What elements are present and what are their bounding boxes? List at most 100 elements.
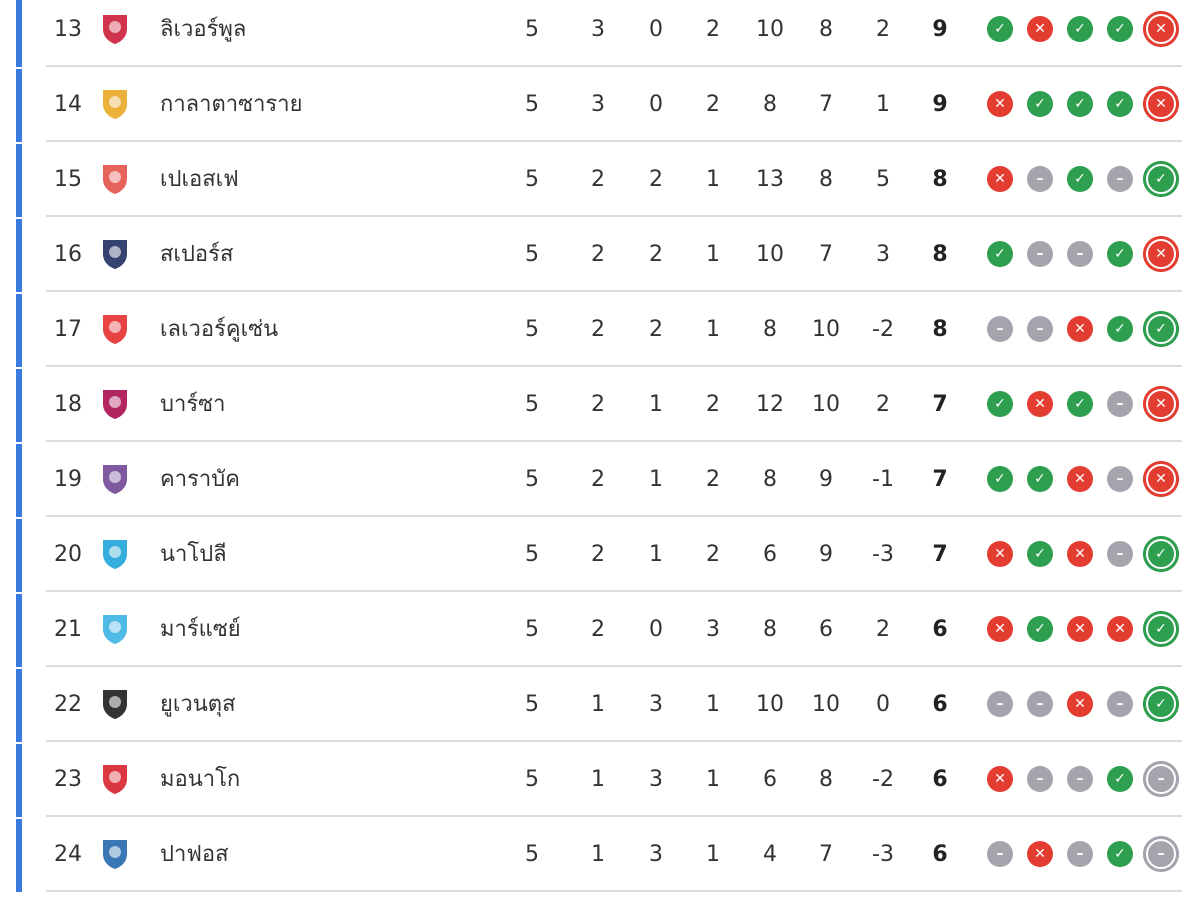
form-win-icon[interactable]: ✓ xyxy=(1067,166,1093,192)
form-loss-icon[interactable]: ✕ xyxy=(987,541,1013,567)
team-name[interactable]: ยูเวนตุส xyxy=(160,692,236,717)
table-row[interactable]: 17 เลเวอร์คูเซ่น 5 2 2 1 8 10 -2 8– – ✕ ✓ ✓ xyxy=(0,292,1200,367)
form-loss-icon[interactable]: ✕ xyxy=(1143,461,1179,497)
form-win-icon[interactable]: ✓ xyxy=(1107,766,1133,792)
form-draw-icon[interactable]: – xyxy=(1143,761,1179,797)
table-row[interactable]: 24 ปาฟอส 5 1 3 1 4 7 -3 6– ✕ – ✓ – xyxy=(0,817,1200,892)
form-loss-icon[interactable]: ✕ xyxy=(1067,541,1093,567)
form-loss-icon[interactable]: ✕ xyxy=(1067,316,1093,342)
form-draw-icon[interactable]: – xyxy=(1027,691,1053,717)
form-loss-icon[interactable]: ✕ xyxy=(1143,386,1179,422)
form-win-icon[interactable]: ✓ xyxy=(1107,841,1133,867)
form-draw-icon[interactable]: – xyxy=(1067,841,1093,867)
form-loss-icon[interactable]: ✕ xyxy=(987,616,1013,642)
table-row[interactable]: 14 กาลาตาซาราย 5 3 0 2 8 7 1 9 ✕ ✓ ✓ ✓ ✕ xyxy=(0,67,1200,142)
form-win-icon[interactable]: ✓ xyxy=(1107,16,1133,42)
stat-l: 2 xyxy=(706,92,720,117)
team-name[interactable]: เลเวอร์คูเซ่น xyxy=(160,317,279,342)
form-draw-icon[interactable]: – xyxy=(1067,241,1093,267)
rank: 24 xyxy=(54,842,82,867)
form-draw-icon[interactable]: – xyxy=(1067,766,1093,792)
form-loss-icon[interactable]: ✕ xyxy=(1107,616,1133,642)
form-win-icon[interactable]: ✓ xyxy=(987,466,1013,492)
form-win-icon[interactable]: ✓ xyxy=(1107,241,1133,267)
form-win-icon[interactable]: ✓ xyxy=(1143,611,1179,647)
form-win-icon[interactable]: ✓ xyxy=(987,391,1013,417)
form-draw-icon[interactable]: – xyxy=(1107,391,1133,417)
form-win-icon[interactable]: ✓ xyxy=(1067,91,1093,117)
form-loss-icon[interactable]: ✕ xyxy=(1067,691,1093,717)
form-draw-icon[interactable]: – xyxy=(1107,466,1133,492)
form-draw-icon[interactable]: – xyxy=(1107,166,1133,192)
form-draw-icon[interactable]: – xyxy=(1027,166,1053,192)
form-loss-icon[interactable]: ✕ xyxy=(1027,16,1053,42)
form-win-icon[interactable]: ✓ xyxy=(1143,311,1179,347)
form-loss-icon[interactable]: ✕ xyxy=(987,766,1013,792)
form-loss-icon[interactable]: ✕ xyxy=(1067,466,1093,492)
form-draw-icon[interactable]: – xyxy=(1027,241,1053,267)
form-win-icon[interactable]: ✓ xyxy=(1143,536,1179,572)
stat-d: 0 xyxy=(649,617,663,642)
form-loss-icon[interactable]: ✕ xyxy=(1027,841,1053,867)
stat-w: 2 xyxy=(591,242,605,267)
form-loss-icon[interactable]: ✕ xyxy=(1143,236,1179,272)
form-draw-icon[interactable]: – xyxy=(1107,541,1133,567)
table-row[interactable]: 15 เปเอสเฟ 5 2 2 1 13 8 5 8 ✕ – ✓ – ✓ xyxy=(0,142,1200,217)
form-win-icon[interactable]: ✓ xyxy=(1143,161,1179,197)
form-loss-icon[interactable]: ✕ xyxy=(1067,616,1093,642)
qualification-bar xyxy=(16,744,22,817)
team-name[interactable]: สเปอร์ส xyxy=(160,242,234,267)
stat-gd: -2 xyxy=(872,767,894,792)
form-loss-icon[interactable]: ✕ xyxy=(987,166,1013,192)
form-win-icon[interactable]: ✓ xyxy=(1027,616,1053,642)
form-loss-icon[interactable]: ✕ xyxy=(1143,86,1179,122)
table-row[interactable]: 23 มอนาโก 5 1 3 1 6 8 -2 6 ✕ – – ✓ – xyxy=(0,742,1200,817)
stat-gf: 4 xyxy=(763,842,777,867)
form-draw-icon[interactable]: – xyxy=(987,691,1013,717)
table-row[interactable]: 20 นาโปลี 5 2 1 2 6 9 -3 7 ✕ ✓ ✕ – ✓ xyxy=(0,517,1200,592)
table-row[interactable]: 19 คาราบัค 5 2 1 2 8 9 -1 7 ✓ ✓ ✕ – ✕ xyxy=(0,442,1200,517)
team-name[interactable]: มาร์แซย์ xyxy=(160,617,241,642)
team-name[interactable]: มอนาโก xyxy=(160,767,241,792)
table-row[interactable]: 18 บาร์ซา 5 2 1 2 12 10 2 7 ✓ ✕ ✓ – ✕ xyxy=(0,367,1200,442)
stat-w: 2 xyxy=(591,317,605,342)
form-win-icon[interactable]: ✓ xyxy=(1107,316,1133,342)
row-divider xyxy=(46,665,1182,667)
table-row[interactable]: 16 สเปอร์ส 5 2 2 1 10 7 3 8 ✓ – – ✓ ✕ xyxy=(0,217,1200,292)
form-draw-icon[interactable]: – xyxy=(987,316,1013,342)
form-draw-icon[interactable]: – xyxy=(1107,691,1133,717)
juventus-logo-icon xyxy=(103,690,127,719)
form-draw-icon[interactable]: – xyxy=(1027,316,1053,342)
form-draw-icon[interactable]: – xyxy=(987,841,1013,867)
stat-p: 5 xyxy=(525,17,539,42)
form-win-icon[interactable]: ✓ xyxy=(1067,16,1093,42)
form-loss-icon[interactable]: ✕ xyxy=(1143,11,1179,47)
form-win-icon[interactable]: ✓ xyxy=(1107,91,1133,117)
team-name[interactable]: กาลาตาซาราย xyxy=(160,92,303,117)
stat-gf: 10 xyxy=(756,242,784,267)
form-draw-icon[interactable]: – xyxy=(1143,836,1179,872)
stat-l: 1 xyxy=(706,767,720,792)
form-win-icon[interactable]: ✓ xyxy=(987,16,1013,42)
table-row[interactable]: 21 มาร์แซย์ 5 2 0 3 8 6 2 6 ✕ ✓ ✕ ✕ ✓ xyxy=(0,592,1200,667)
form-win-icon[interactable]: ✓ xyxy=(1027,541,1053,567)
team-name[interactable]: เปเอสเฟ xyxy=(160,167,239,192)
form-win-icon[interactable]: ✓ xyxy=(1027,466,1053,492)
barcelona-logo-icon xyxy=(103,390,127,419)
table-row[interactable]: 22 ยูเวนตุส 5 1 3 1 10 10 0 6– – ✕ – ✓ xyxy=(0,667,1200,742)
team-name[interactable]: ปาฟอส xyxy=(160,842,229,867)
stat-d: 2 xyxy=(649,317,663,342)
form-win-icon[interactable]: ✓ xyxy=(1143,686,1179,722)
form-draw-icon[interactable]: – xyxy=(1027,766,1053,792)
team-name[interactable]: นาโปลี xyxy=(160,542,227,567)
form-win-icon[interactable]: ✓ xyxy=(1067,391,1093,417)
form-win-icon[interactable]: ✓ xyxy=(1027,91,1053,117)
form-loss-icon[interactable]: ✕ xyxy=(987,91,1013,117)
form-loss-icon[interactable]: ✕ xyxy=(1027,391,1053,417)
team-name[interactable]: คาราบัค xyxy=(160,467,240,492)
team-name[interactable]: บาร์ซา xyxy=(160,392,226,417)
team-name[interactable]: ลิเวอร์พูล xyxy=(160,17,247,42)
table-row[interactable]: 13 ลิเวอร์พูล 5 3 0 2 10 8 2 9 ✓ ✕ ✓ ✓ ✕ xyxy=(0,0,1200,67)
qualification-bar xyxy=(16,519,22,592)
form-win-icon[interactable]: ✓ xyxy=(987,241,1013,267)
